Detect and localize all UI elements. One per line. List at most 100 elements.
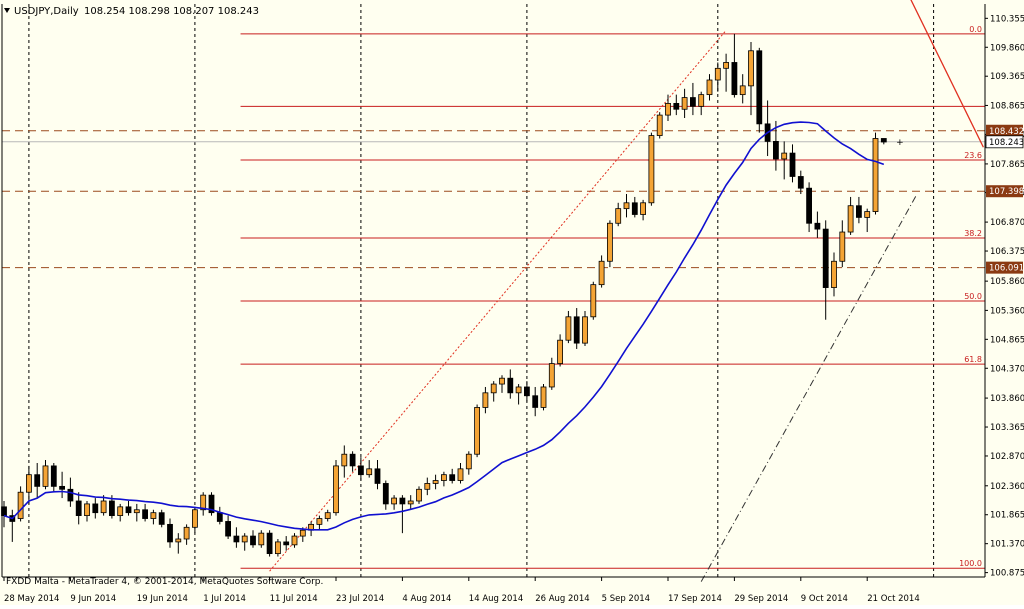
y-tick-label: 102.870 [990,452,1024,462]
candle-body [648,135,655,204]
trendline-layer [269,0,984,582]
x-tick-label: 9 Jun 2014 [70,594,116,604]
candle-body [357,465,364,476]
x-tick-label: 4 Aug 2014 [402,594,451,604]
sr-price-label: 108.432 [989,127,1024,137]
candle-body [532,395,539,408]
candle-body [831,260,837,288]
moving-average-line [3,121,885,531]
y-tick-label: 107.865 [990,160,1024,170]
candle-body [615,208,622,224]
trendline [910,0,984,148]
candle-body [250,535,256,546]
candle-body [349,453,356,467]
candle-body [880,138,887,143]
sr-price-label: 106.091 [989,264,1024,274]
levels-layer: 0.0 23.6 38.2 50.0 61.8 100.0 [2,25,985,569]
candle-body [731,62,738,96]
candle-body [756,50,763,125]
candle-body [690,97,696,107]
candle-body [175,538,182,543]
candle-body [872,138,879,212]
x-tick-label: 26 Aug 2014 [535,594,589,604]
fib-level-label: 61.8 [964,355,982,364]
candle-body [100,500,107,514]
candle-body [374,468,381,484]
candle-body [515,386,522,394]
candle-body [864,211,871,218]
x-tick-label: 9 Oct 2014 [801,594,848,604]
current-price-label: 108.243 [989,138,1024,148]
x-tick-label: 14 Aug 2014 [469,594,523,604]
candle-body [200,494,207,511]
candle-body [482,392,489,408]
candle-body [582,316,588,344]
candle-body [333,465,339,514]
fib-level-label: 38.2 [964,229,982,238]
candle-body [125,506,132,514]
candle-body [590,284,597,318]
candles-layer [1,33,887,557]
y-tick-label: 106.870 [990,218,1024,228]
candle-body [225,521,232,537]
candle-body [449,474,456,481]
trendline [700,193,918,582]
candle-body [490,383,497,394]
candle-body [573,316,580,344]
candle-body [17,491,24,519]
candle-body [266,532,273,555]
candle-body [183,526,190,540]
candle-body [341,453,348,467]
y-tick-label: 103.860 [990,394,1024,404]
candle-body [191,509,198,528]
candle-body [109,500,115,517]
candle-body [631,202,638,215]
current-price-marker: + [896,138,904,148]
symbol-dropdown-icon[interactable] [4,8,10,13]
candle-body [316,518,323,525]
current-price-box [985,135,1024,149]
candle-body [499,377,505,385]
trendline [269,29,727,572]
candle-body [856,205,862,218]
sr-price-box [986,261,1023,274]
candle-body [540,386,547,408]
candle-body [474,407,481,455]
candle-body [167,523,173,543]
y-tick-label: 105.360 [990,306,1024,316]
candle-body [681,97,688,110]
candle-body [789,152,796,177]
y-tick-label: 109.365 [990,72,1024,82]
candle-body [25,474,32,493]
candle-body [723,62,729,69]
y-tick-label: 109.860 [990,43,1024,53]
candle-body [673,102,680,110]
candle-body [67,488,74,502]
y-tick-label: 101.370 [990,540,1024,550]
candle-body [714,67,721,81]
candle-body [424,483,431,490]
y-tick-label: 110.355 [990,14,1024,24]
candle-body [158,512,165,525]
candle-body [773,141,779,160]
y-tick-label: 104.865 [990,335,1024,345]
candle-body [150,512,157,519]
candle-body [274,541,281,555]
candle-body [847,205,854,233]
candle-body [607,222,613,262]
candle-body [781,152,788,160]
candle-body [457,468,464,481]
x-tick-label: 29 Sep 2014 [734,594,788,604]
candle-body [665,102,671,116]
candle-body [623,202,630,210]
candle-body [507,377,514,394]
candle-body [748,50,754,87]
y-tick-label: 106.375 [990,247,1024,257]
candle-body [640,202,646,215]
sr-price-box [986,124,1023,137]
fib-level-label: 23.6 [964,151,982,160]
candle-body [241,535,248,543]
y-tick-label: 104.370 [990,364,1024,374]
